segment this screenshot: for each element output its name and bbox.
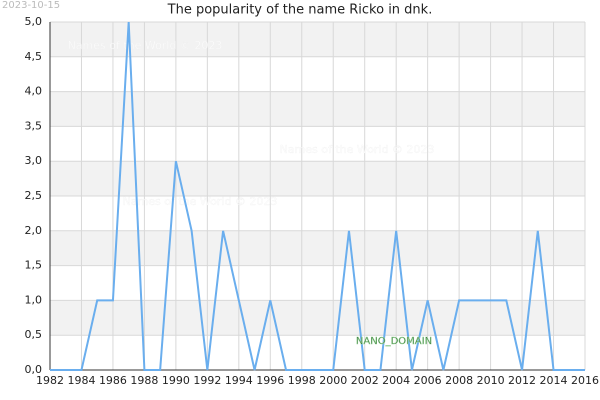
grid-band: [50, 300, 585, 336]
x-tick-label: 1986: [99, 374, 127, 387]
x-tick-label: 2008: [445, 374, 473, 387]
y-tick-label: 0,0: [25, 363, 43, 376]
watermark: Names of the World © 2023: [280, 143, 435, 156]
grid-band: [50, 230, 585, 266]
x-tick-label: 2014: [540, 374, 568, 387]
series-line: [50, 21, 585, 371]
y-tick-label: 1,0: [25, 293, 43, 306]
y-tick-label: 3,5: [25, 119, 43, 132]
grid-band: [50, 161, 585, 196]
x-tick-label: 1998: [288, 374, 316, 387]
watermark: Names of the World © 2023: [123, 195, 278, 208]
x-tick-label: 1988: [130, 374, 158, 387]
grid-band: [50, 22, 585, 57]
x-tick-label: 2002: [351, 374, 379, 387]
x-tick-label: 1992: [193, 374, 221, 387]
y-tick-label: 1,5: [25, 259, 43, 272]
x-tick-label: 1984: [67, 374, 95, 387]
x-tick-label: 2012: [508, 374, 536, 387]
badge: NANO_DOMAIN: [356, 336, 432, 347]
y-tick-label: 4,0: [25, 85, 43, 98]
x-tick-label: 2010: [477, 374, 505, 387]
chart-title: The popularity of the name Ricko in dnk.: [167, 3, 433, 18]
x-tick-label: 1996: [256, 374, 284, 387]
y-tick-label: 4,5: [25, 50, 43, 63]
y-tick-label: 0,5: [25, 328, 43, 341]
x-tick-label: 1982: [36, 374, 64, 387]
x-tick-label: 1994: [225, 374, 253, 387]
grid-band: [50, 91, 585, 127]
y-tick-label: 2,0: [25, 224, 43, 237]
x-tick-label: 1990: [162, 374, 190, 387]
x-tick-label: 2004: [382, 374, 410, 387]
y-tick-label: 5,0: [25, 15, 43, 28]
y-tick-label: 2,5: [25, 189, 43, 202]
date-stamp: 2023-10-15: [2, 0, 60, 11]
x-tick-label: 2016: [571, 374, 599, 387]
x-tick-label: 2006: [414, 374, 442, 387]
x-tick-label: 2000: [319, 374, 347, 387]
watermark: Names of the World © 2023: [68, 39, 223, 52]
y-tick-label: 3,0: [25, 154, 43, 167]
